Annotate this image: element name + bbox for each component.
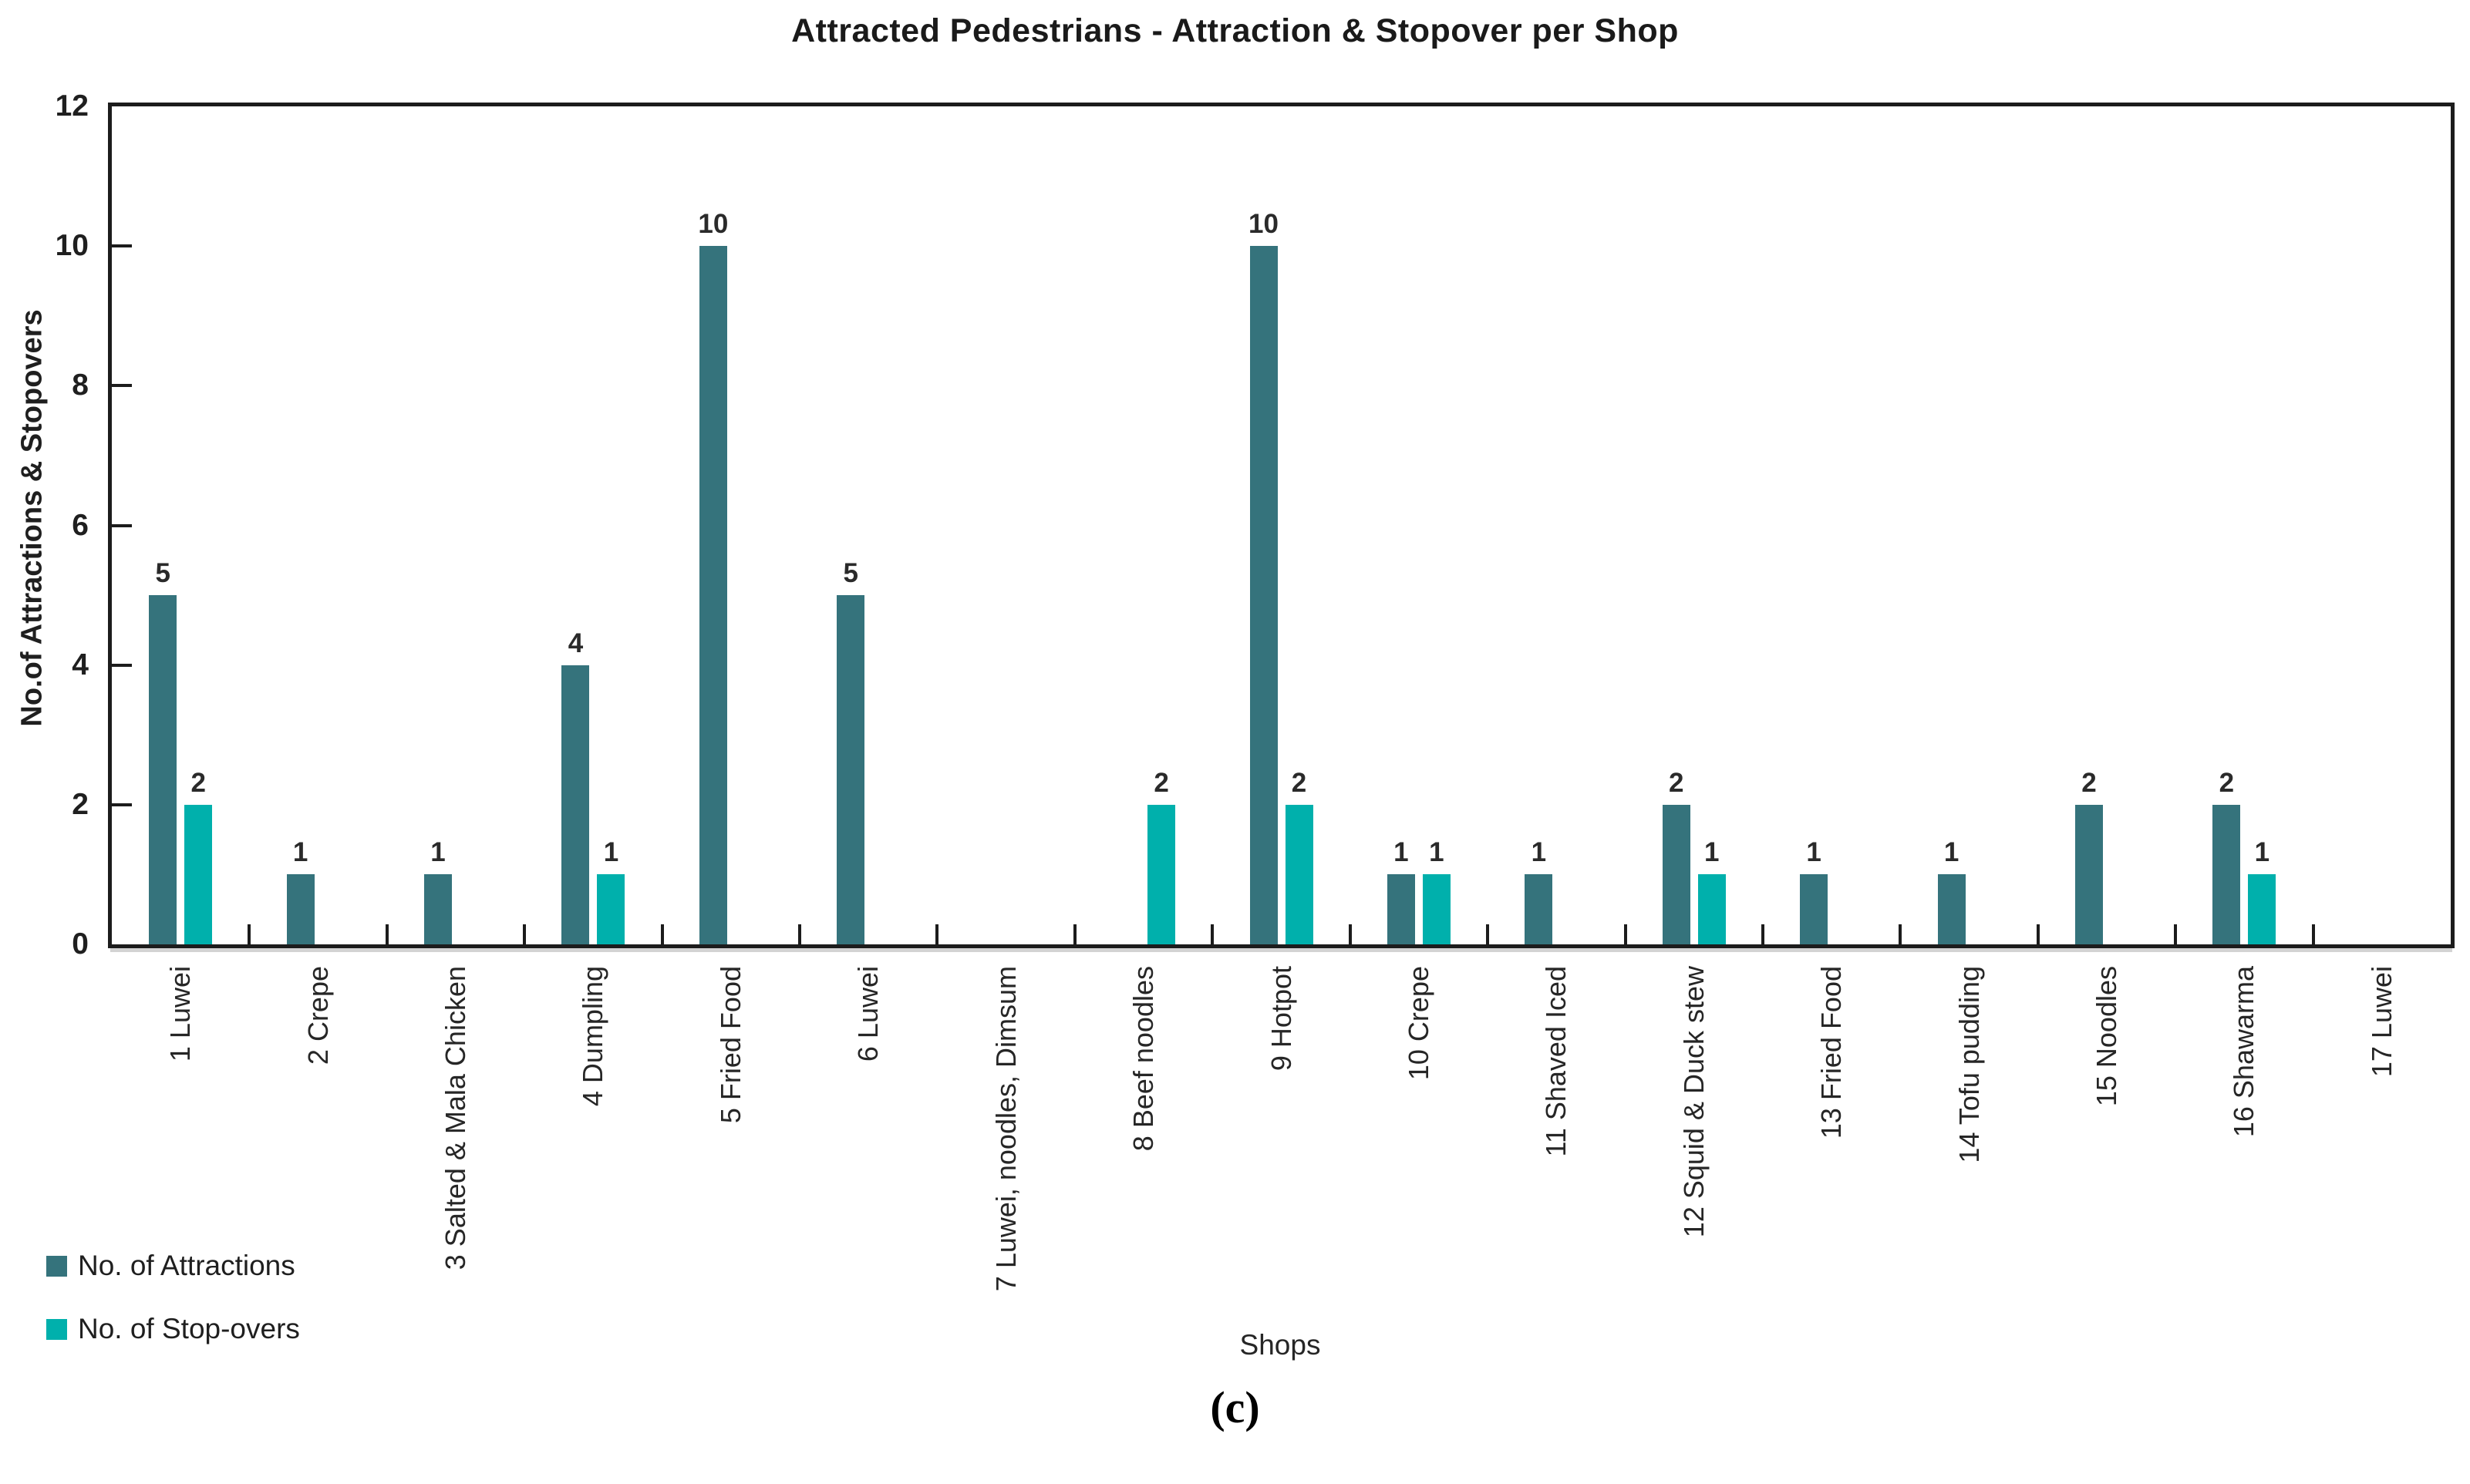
bar-attractions <box>1662 804 1690 944</box>
bar-stopovers <box>2248 874 2276 944</box>
bar-attractions <box>1937 874 1966 944</box>
legend-swatch-attractions <box>46 1255 67 1277</box>
bar-attractions <box>1525 874 1553 944</box>
legend-item-attractions: No. of Attractions <box>46 1250 300 1281</box>
y-tick-label: 0 <box>72 927 89 961</box>
bar-value-label: 2 <box>2219 767 2235 798</box>
bar-attractions <box>424 874 453 944</box>
x-category-label: 11 Shaved Iced <box>1540 966 1572 1157</box>
legend-label-attractions: No. of Attractions <box>78 1250 295 1281</box>
x-axis-tick <box>2311 924 2315 944</box>
bar-attractions <box>1800 874 1828 944</box>
bar-value-label: 1 <box>1393 837 1409 868</box>
x-axis-tick <box>385 924 389 944</box>
x-axis-tick <box>1761 924 1764 944</box>
legend-label-stopovers: No. of Stop-overs <box>78 1313 300 1344</box>
y-tick-label: 12 <box>55 89 89 123</box>
x-category-label: 2 Crepe <box>302 966 334 1065</box>
x-category-label: 3 Salted & Mala Chicken <box>440 966 472 1270</box>
y-axis-tick <box>112 244 132 248</box>
bar-attractions <box>1249 246 1278 944</box>
bar-stopovers <box>1147 804 1176 944</box>
x-category-label: 17 Luwei <box>2365 966 2398 1078</box>
bar-value-label: 5 <box>843 558 858 589</box>
bar-attractions <box>561 665 590 944</box>
bar-value-label: 1 <box>1531 837 1547 868</box>
bar-value-label: 1 <box>1806 837 1821 868</box>
y-tick-label: 6 <box>72 508 89 542</box>
bar-value-label: 1 <box>292 837 308 868</box>
bar-attractions <box>837 595 865 944</box>
x-axis-tick <box>1899 924 1902 944</box>
x-category-label: 12 Squid & Duck stew <box>1677 966 1710 1238</box>
figure-caption: (c) <box>1210 1382 1260 1432</box>
bar-value-label: 10 <box>1248 209 1279 240</box>
bar-attractions <box>2074 804 2103 944</box>
x-axis-tick <box>1073 924 1077 944</box>
bar-attractions <box>699 246 727 944</box>
bar-value-label: 1 <box>1943 837 1959 868</box>
x-category-label: 6 Luwei <box>852 966 885 1062</box>
y-tick-label: 4 <box>72 648 89 681</box>
x-axis-tick <box>1211 924 1215 944</box>
bar-value-label: 2 <box>1291 767 1307 798</box>
chart-title: Attracted Pedestrians - Attraction & Sto… <box>791 12 1679 49</box>
x-category-label: 8 Beef noodles <box>1127 966 1160 1152</box>
bar-stopovers <box>184 804 213 944</box>
bar-attractions <box>1387 874 1415 944</box>
x-category-label: 1 Luwei <box>164 966 197 1062</box>
bar-value-label: 1 <box>1704 837 1720 868</box>
x-category-label: 5 Fried Food <box>714 966 746 1124</box>
legend-item-stopovers: No. of Stop-overs <box>46 1313 300 1344</box>
x-axis-tick <box>2036 924 2040 944</box>
y-tick-label: 10 <box>55 229 89 263</box>
x-axis-title: Shops <box>1239 1329 1321 1361</box>
bar-attractions <box>2212 804 2241 944</box>
x-axis-tick <box>1623 924 1627 944</box>
y-axis-tick <box>112 384 132 388</box>
bar-stopovers <box>1697 874 1726 944</box>
x-axis-tick <box>660 924 664 944</box>
bar-value-label: 10 <box>698 209 729 240</box>
bar-stopovers <box>1285 804 1313 944</box>
bar-value-label: 2 <box>190 767 206 798</box>
x-category-label: 10 Crepe <box>1402 966 1434 1081</box>
legend: No. of Attractions No. of Stop-overs <box>46 1250 300 1378</box>
y-axis-tick <box>112 523 132 527</box>
x-axis-tick <box>935 924 939 944</box>
plot-area: 5 2 1 1 4 1 10 5 2 10 2 1 1 1 2 1 1 1 2 2 1 <box>108 103 2455 948</box>
bar-stopovers <box>597 874 625 944</box>
y-axis-tick <box>112 663 132 667</box>
x-category-label: 14 Tofu pudding <box>1953 966 1985 1163</box>
bar-value-label: 1 <box>1429 837 1444 868</box>
bar-value-label: 1 <box>603 837 619 868</box>
bar-attractions <box>149 595 177 944</box>
x-category-label: 9 Hotpot <box>1265 966 1297 1072</box>
x-axis-tick <box>798 924 802 944</box>
bar-stopovers <box>1422 874 1451 944</box>
bar-value-label: 4 <box>568 628 584 658</box>
y-axis-tick <box>112 803 132 806</box>
bar-value-label: 2 <box>1154 767 1169 798</box>
x-axis-tick <box>2174 924 2178 944</box>
bar-value-label: 5 <box>155 558 170 589</box>
x-category-label: 15 Noodles <box>2090 966 2122 1107</box>
x-axis-tick <box>1486 924 1490 944</box>
x-axis-tick <box>1348 924 1352 944</box>
x-category-label: 13 Fried Food <box>1815 966 1848 1139</box>
x-axis-tick <box>248 924 251 944</box>
x-category-label: 16 Shawarma <box>2228 966 2260 1138</box>
y-tick-label: 2 <box>72 787 89 821</box>
bar-value-label: 1 <box>430 837 446 868</box>
x-category-label: 7 Luwei, noodles, Dimsum <box>989 966 1022 1292</box>
x-axis-tick <box>523 924 527 944</box>
y-tick-label: 8 <box>72 368 89 402</box>
legend-swatch-stopovers <box>46 1318 67 1340</box>
bar-value-label: 1 <box>2254 837 2270 868</box>
bar-attractions <box>286 874 315 944</box>
x-category-label: 4 Dumpling <box>577 966 609 1107</box>
bar-value-label: 2 <box>2081 767 2097 798</box>
bar-value-label: 2 <box>1669 767 1684 798</box>
